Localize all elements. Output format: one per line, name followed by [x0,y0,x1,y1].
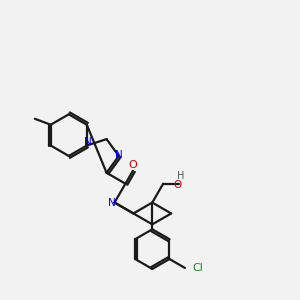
Text: N: N [84,136,92,147]
Text: O: O [128,160,137,170]
Text: N: N [115,150,123,160]
Text: N: N [108,198,116,208]
Text: O: O [173,180,181,190]
Text: Cl: Cl [193,263,204,273]
Text: H: H [177,171,185,181]
